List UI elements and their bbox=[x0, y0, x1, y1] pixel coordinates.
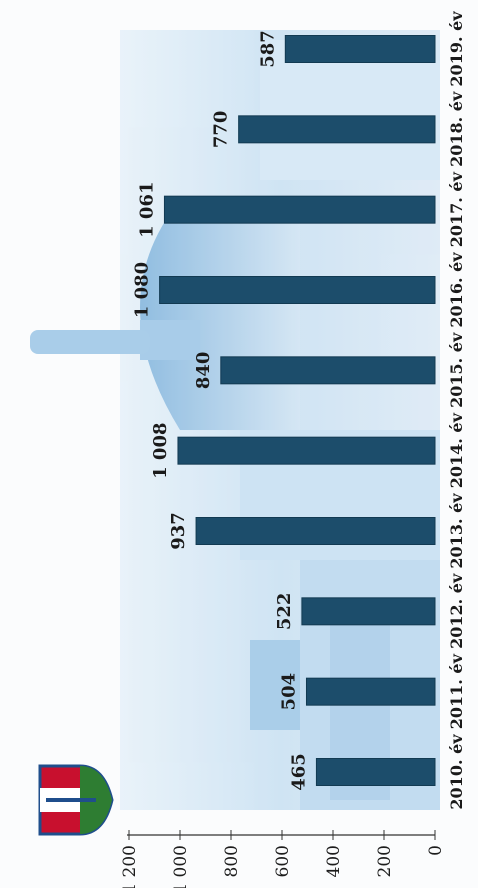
bar bbox=[315, 758, 436, 786]
tick-label: 600 bbox=[273, 845, 293, 877]
bar bbox=[301, 597, 436, 626]
tick-label: 200 bbox=[375, 845, 395, 877]
category-label: 2011. év bbox=[447, 653, 466, 729]
value-label: 840 bbox=[193, 352, 214, 390]
category-label: 2017. év bbox=[447, 171, 466, 247]
tick-label: 400 bbox=[324, 845, 344, 877]
value-label: 504 bbox=[278, 673, 299, 711]
value-labels-group: 465 504 522 937 1 008 840 1 080 1 061 770 587 bbox=[132, 30, 310, 791]
value-label: 937 bbox=[168, 512, 189, 550]
category-label: 2010. év bbox=[447, 734, 466, 810]
value-label: 1 061 bbox=[136, 181, 157, 237]
bar bbox=[305, 677, 436, 706]
category-label: 2013. év bbox=[447, 493, 466, 569]
bars-group bbox=[159, 35, 436, 786]
value-axis-ticks: 0 200 400 600 800 1 000 1 200 bbox=[120, 830, 446, 888]
bar bbox=[284, 35, 436, 63]
category-label: 2014. év bbox=[447, 412, 466, 488]
value-label: 587 bbox=[257, 30, 278, 68]
bar bbox=[163, 195, 436, 224]
bar bbox=[195, 517, 436, 545]
category-label: 2015. év bbox=[447, 332, 466, 408]
category-labels-group: 2010. év 2011. év 2012. év 2013. év 2014. év… bbox=[447, 11, 466, 810]
tick-label: 0 bbox=[426, 845, 446, 856]
tick-label: 800 bbox=[222, 845, 242, 877]
category-label: 2018. év bbox=[447, 91, 466, 167]
value-label: 522 bbox=[274, 593, 295, 631]
tick-label: 1 200 bbox=[120, 845, 140, 888]
tick-label: 1 000 bbox=[171, 845, 191, 888]
value-label: 465 bbox=[288, 753, 309, 791]
value-label: 1 008 bbox=[150, 422, 171, 478]
bar bbox=[159, 276, 436, 304]
category-label: 2012. év bbox=[447, 573, 466, 649]
category-label: 2016. év bbox=[447, 252, 466, 328]
bar bbox=[177, 436, 436, 465]
category-label: 2019. év bbox=[447, 11, 466, 87]
value-label: 1 080 bbox=[132, 262, 153, 318]
bar bbox=[220, 356, 436, 385]
bar bbox=[238, 115, 436, 144]
coat-of-arms-logo bbox=[38, 764, 114, 836]
value-label: 770 bbox=[211, 111, 232, 149]
